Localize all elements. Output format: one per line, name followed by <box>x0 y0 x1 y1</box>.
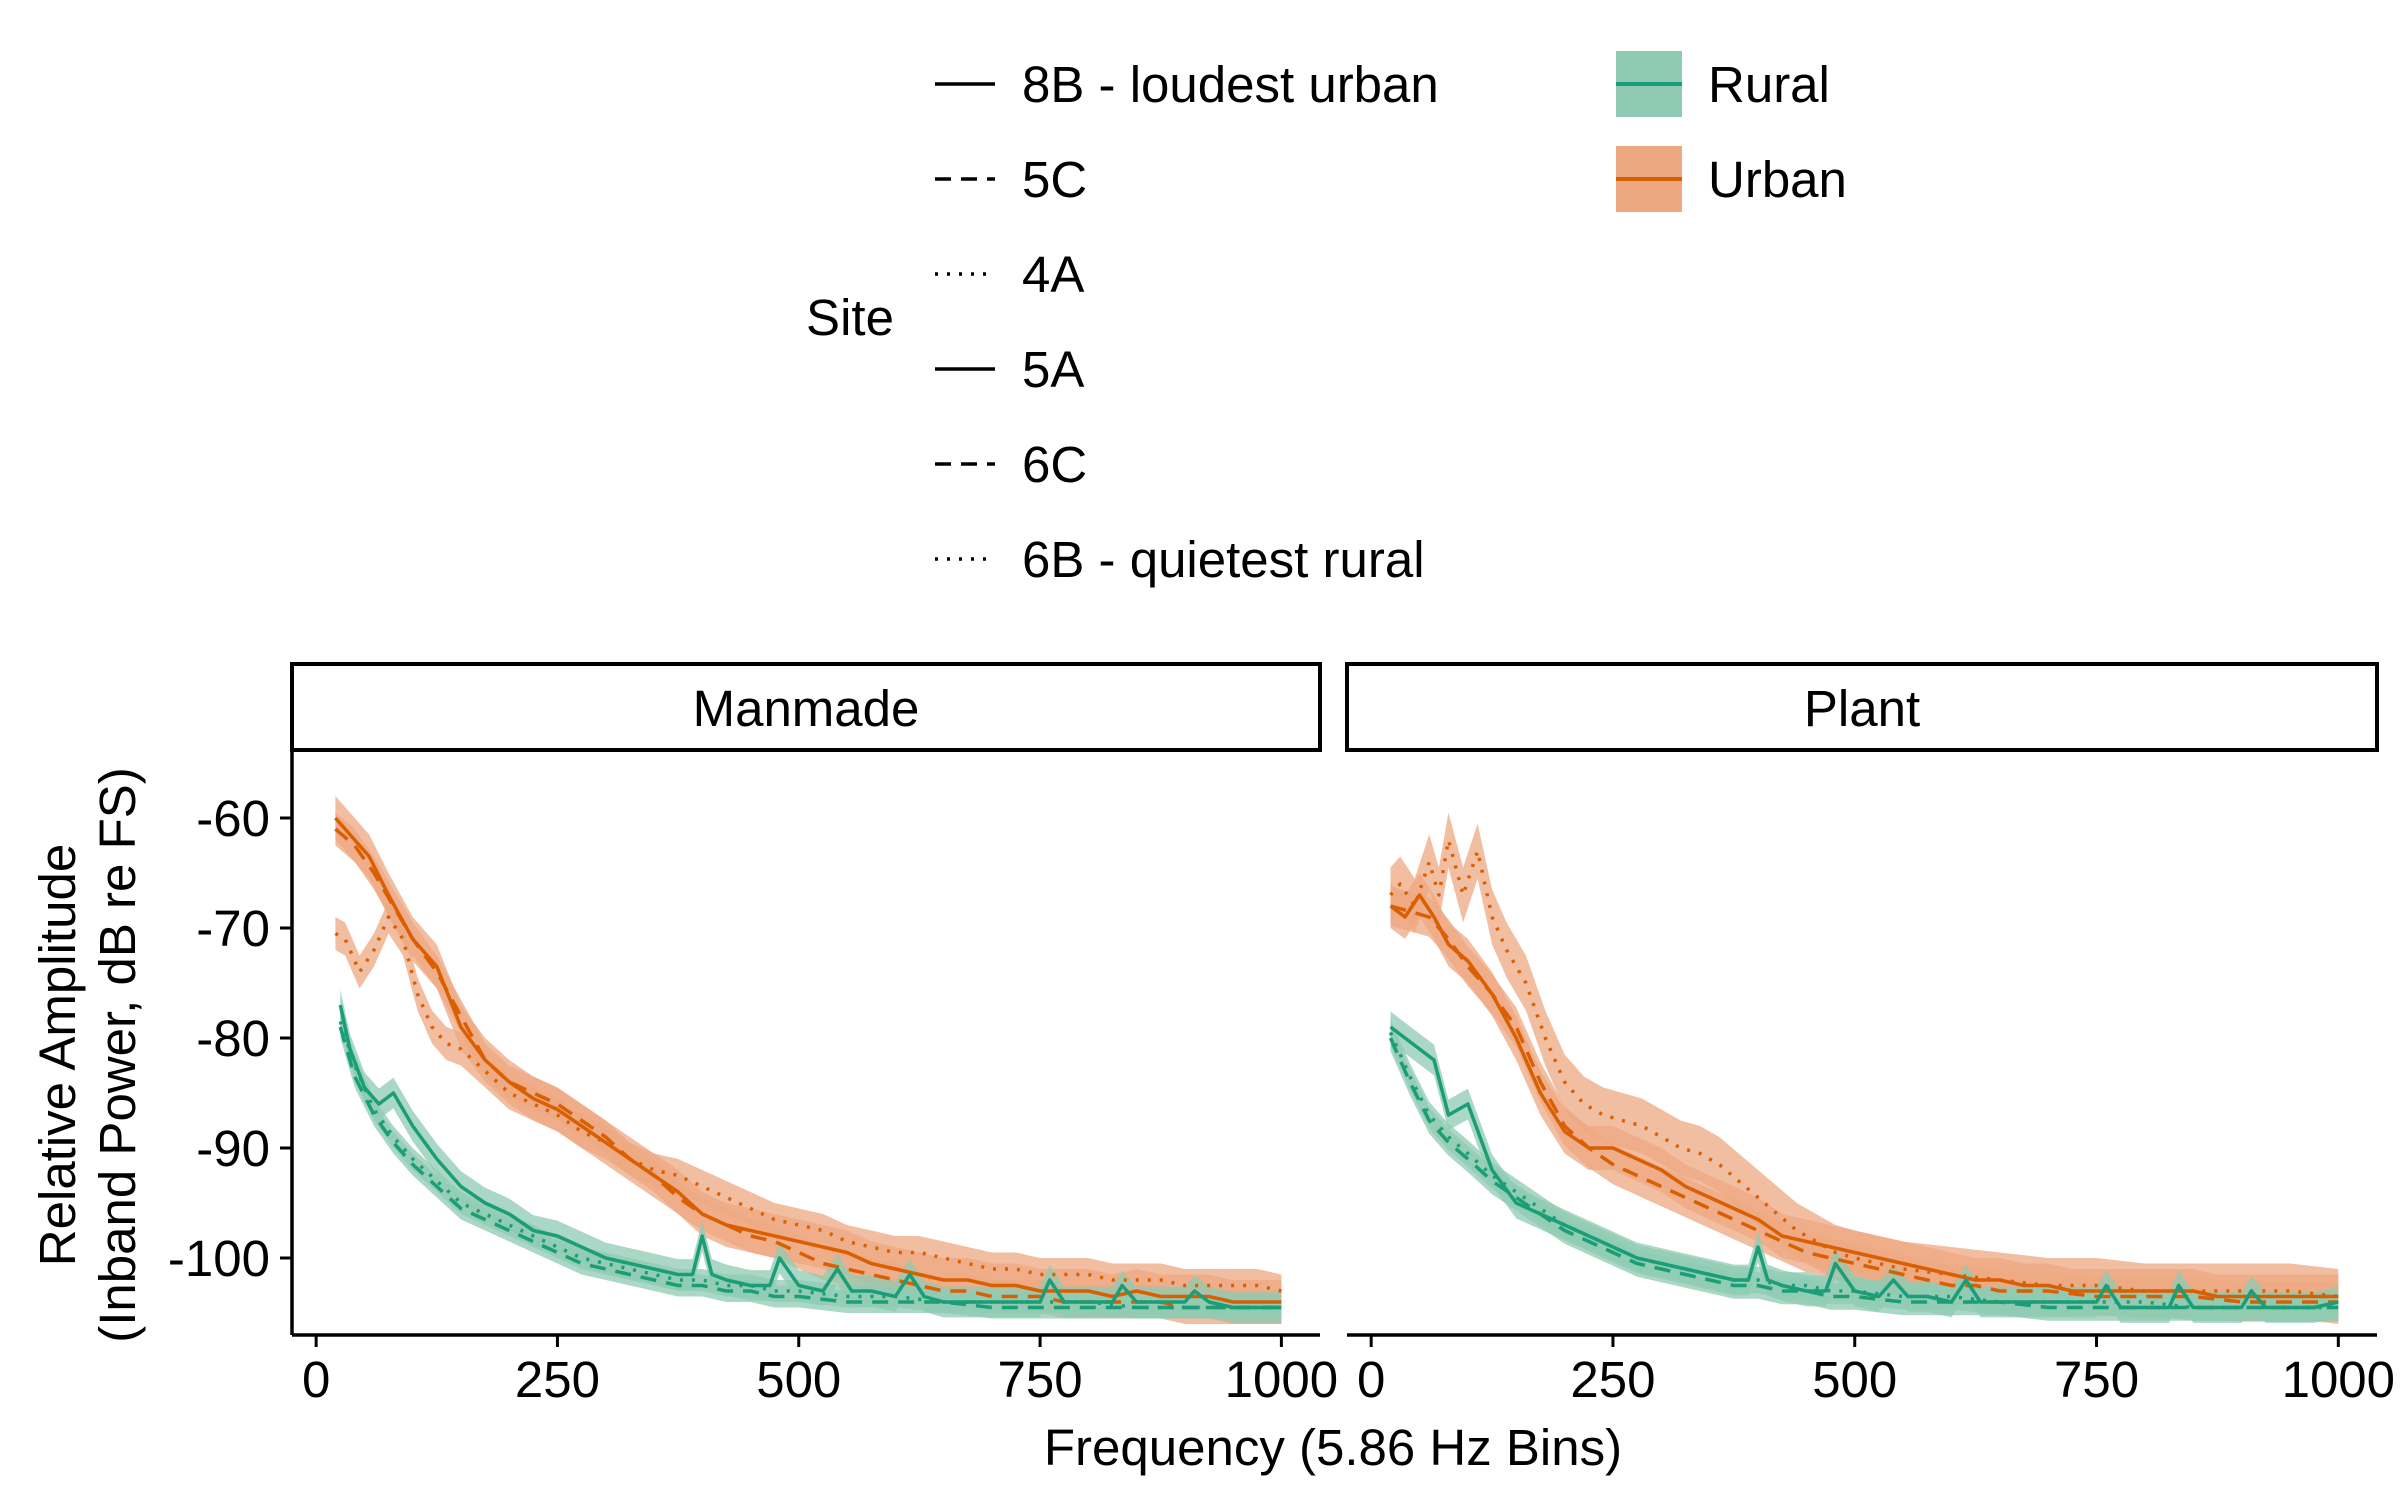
x-tick-label: 1000 <box>1225 1351 1338 1408</box>
panel-plant: Plant 0 250 500 750 1000 <box>1345 662 2395 1408</box>
legend-site-4a: 4A <box>935 246 1084 303</box>
legend-habitats: Rural Urban <box>1616 51 1847 212</box>
strip-manmade <box>290 662 1322 752</box>
series-line-8b-loudest-urban <box>1389 893 2339 1299</box>
legend-habitat-label: Rural <box>1708 56 1830 113</box>
y-axis-label-line-1: Relative Amplitude <box>29 844 86 1266</box>
y-tick-label: -60 <box>196 790 270 847</box>
legend-site-label: 5A <box>1022 341 1084 398</box>
y-axis-label-line-2: (Inband Power, dB re FS) <box>89 767 146 1342</box>
x-tick-label: 500 <box>1812 1351 1897 1408</box>
band-4a <box>1390 812 2339 1324</box>
legend-site-5a: 5A <box>935 341 1084 398</box>
x-tick-label: 500 <box>756 1351 841 1408</box>
axes-manmade: -60 -70 -80 -90 -100 0 250 500 750 1000 <box>168 752 1338 1408</box>
series-line-5c <box>1390 904 2339 1304</box>
axes-plant: 0 250 500 750 1000 <box>1347 1333 2395 1408</box>
x-tick-label: 0 <box>302 1351 330 1408</box>
legend-site-5c: 5C <box>935 151 1087 208</box>
series-line-4a <box>334 915 1282 1293</box>
y-tick-label: -100 <box>168 1230 270 1287</box>
legend-site-6b-quietest-rural: 6B - quietest rural <box>935 531 1425 588</box>
series-line-5c <box>334 827 1282 1310</box>
legend-site-8b-loudest-urban: 8B - loudest urban <box>935 56 1439 113</box>
series-line-6b-quietest-rural <box>338 1020 1282 1310</box>
strip-label-plant: Plant <box>1804 680 1920 737</box>
series-line-6b-quietest-rural <box>1388 1031 2339 1310</box>
series-line-6c <box>1388 1037 2339 1310</box>
legend-site-title: Site <box>806 289 894 346</box>
series-line-5a <box>338 1004 1282 1310</box>
series-line-8b-loudest-urban <box>334 816 1282 1304</box>
y-axis-label: Relative Amplitude (Inband Power, dB re … <box>29 767 146 1342</box>
legend-habitat-urban: Urban <box>1616 146 1847 212</box>
y-tick-label: -90 <box>196 1120 270 1177</box>
plot-area-manmade <box>334 796 1282 1324</box>
x-tick-label: 1000 <box>2282 1351 2395 1408</box>
series-line-6c <box>338 1026 1282 1310</box>
x-tick-label: 250 <box>515 1351 600 1408</box>
strip-plant <box>1345 662 2379 752</box>
x-tick-label: 750 <box>2054 1351 2139 1408</box>
legend-site-label: 6B - quietest rural <box>1022 531 1425 588</box>
strip-label-manmade: Manmade <box>693 680 920 737</box>
x-tick-label: 250 <box>1570 1351 1655 1408</box>
legend-habitat-label: Urban <box>1708 151 1847 208</box>
series-line-4a <box>1389 838 2339 1299</box>
x-axis-label: Frequency (5.86 Hz Bins) <box>1044 1419 1622 1476</box>
legend-site-6c: 6C <box>935 436 1087 493</box>
y-tick-label: -80 <box>196 1010 270 1067</box>
plot-area-plant <box>1388 812 2339 1324</box>
legend-site-label: 5C <box>1022 151 1087 208</box>
band-6b-quietest-rural <box>1390 1019 2339 1321</box>
band-5a <box>340 989 1282 1323</box>
legend-sites: 8B - loudest urban 5C 4A 5A 6C 6B - quietest … <box>935 56 1439 588</box>
legend: Site 8B - loudest urban 5C 4A 5A 6C 6B - quie… <box>806 51 1847 588</box>
y-tick-label: -70 <box>196 900 270 957</box>
legend-site-label: 4A <box>1022 246 1084 303</box>
legend-habitat-rural: Rural <box>1616 51 1830 117</box>
legend-site-label: 6C <box>1022 436 1087 493</box>
panel-manmade: Manmade -60 -70 -80 -90 -100 0 250 500 750 1000 <box>168 662 1338 1408</box>
x-tick-label: 0 <box>1357 1351 1385 1408</box>
x-tick-label: 750 <box>998 1351 1083 1408</box>
legend-site-label: 8B - loudest urban <box>1022 56 1439 113</box>
